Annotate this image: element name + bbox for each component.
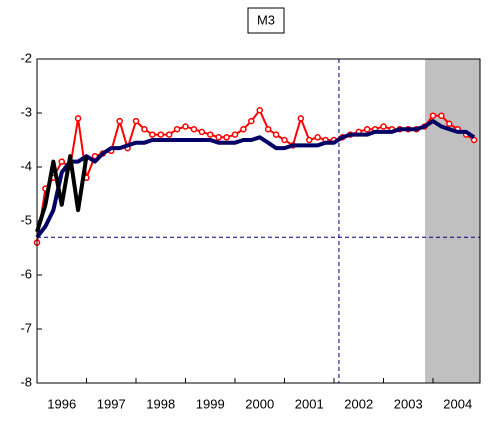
series-marker: [256, 107, 263, 114]
y-tick-label: -5: [20, 212, 32, 227]
y-tick-label: -6: [20, 266, 32, 281]
x-tick-label: 1996: [47, 396, 76, 411]
series-marker: [231, 131, 239, 138]
series-marker: [116, 117, 123, 125]
plot-frame: [36, 58, 481, 384]
series-marker: [58, 158, 65, 165]
x-tick-label: 1997: [97, 396, 126, 411]
series-marker: [438, 112, 445, 119]
series-marker: [198, 128, 206, 136]
series-marker: [215, 134, 222, 141]
series-marker: [363, 125, 371, 133]
series-marker: [223, 134, 230, 141]
series-line: [35, 154, 89, 233]
series-marker: [264, 125, 272, 133]
series-marker: [190, 125, 198, 133]
series-marker: [429, 112, 437, 119]
series-marker: [248, 117, 255, 125]
x-tick-label: 2004: [443, 396, 472, 411]
shaded-region: [425, 59, 480, 383]
series-marker: [165, 131, 173, 138]
x-tick-label: 1998: [146, 396, 175, 411]
series-marker: [182, 123, 189, 130]
series-marker: [149, 131, 156, 138]
series-marker: [281, 136, 288, 144]
x-tick-label: 2003: [394, 396, 423, 411]
y-tick-label: -7: [20, 320, 32, 335]
x-tick-label: 2002: [344, 396, 373, 411]
series-marker: [141, 125, 148, 133]
x-tick-label: 2001: [295, 396, 324, 411]
y-tick-label: -2: [20, 50, 32, 65]
series-line: [35, 119, 476, 239]
x-tick-label: 2000: [245, 396, 274, 411]
y-tick-label: -3: [20, 104, 32, 119]
series-marker: [240, 125, 247, 133]
series-marker: [206, 131, 214, 138]
title-box: [247, 7, 285, 34]
series-marker: [446, 120, 453, 128]
series-marker: [305, 136, 313, 144]
series-marker: [314, 134, 321, 141]
series-marker: [297, 115, 305, 122]
series-marker: [74, 115, 82, 122]
series-marker: [380, 123, 387, 130]
chart-title: M3: [257, 12, 275, 27]
y-tick-label: -8: [20, 374, 32, 389]
series-marker: [157, 131, 164, 138]
series-marker: [132, 117, 140, 125]
x-tick-label: 1999: [196, 396, 225, 411]
series-marker: [173, 125, 181, 133]
series-marker: [272, 131, 280, 138]
y-tick-label: -4: [20, 158, 32, 173]
